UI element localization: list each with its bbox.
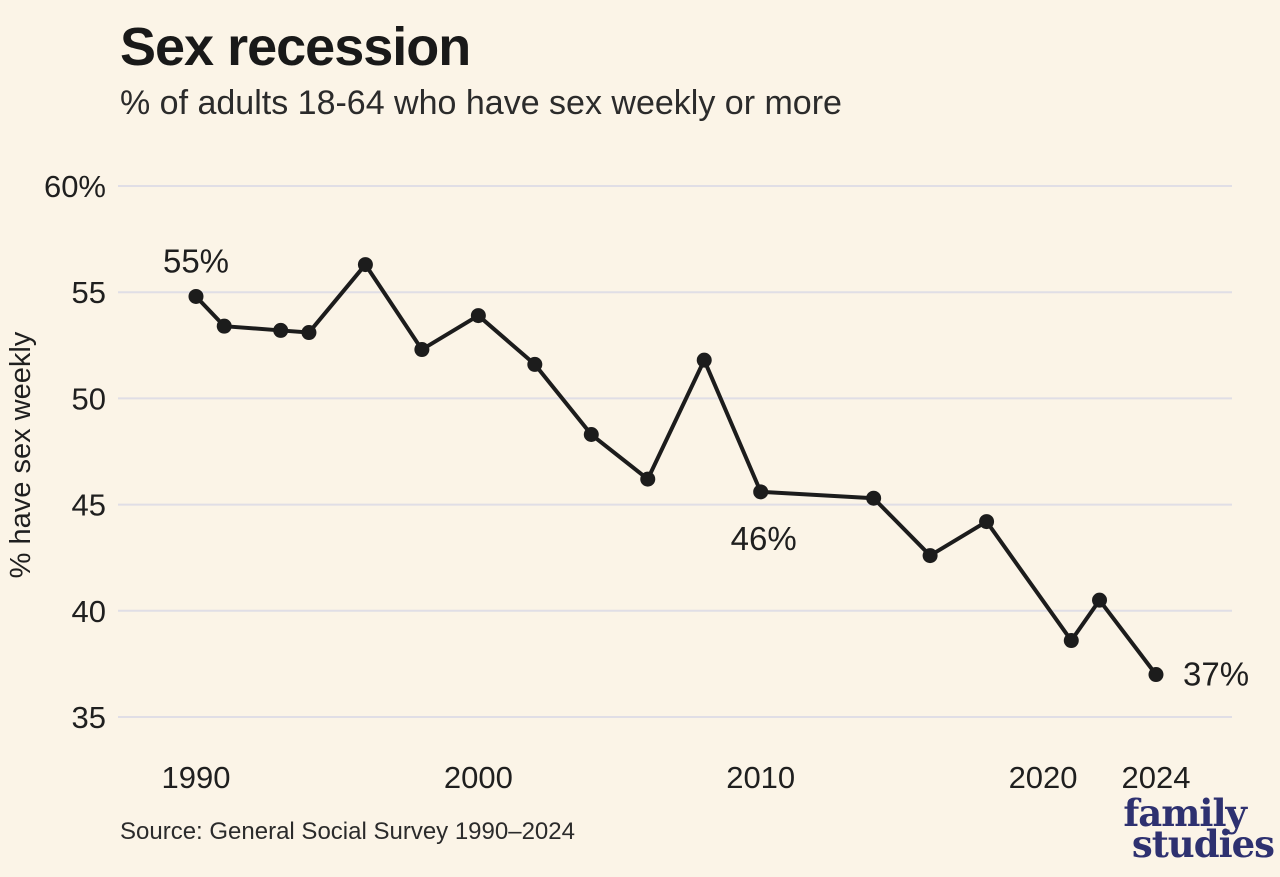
- x-tick-label: 2024: [1122, 760, 1191, 795]
- data-point: [188, 288, 204, 304]
- data-line: [194, 262, 1158, 677]
- y-tick-label: 50: [72, 381, 106, 416]
- data-point: [273, 322, 289, 338]
- y-tick-label: 60%: [44, 169, 106, 204]
- data-point: [922, 548, 938, 564]
- chart-title: Sex recession: [120, 17, 471, 77]
- x-tick-label: 1990: [162, 760, 231, 795]
- y-tick-label: 35: [72, 700, 106, 735]
- logo-word-studies: studies: [1131, 822, 1275, 866]
- source-note: Source: General Social Survey 1990–2024: [120, 818, 575, 845]
- family-studies-logo: family studies: [1123, 791, 1278, 866]
- chart-subtitle: % of adults 18-64 who have sex weekly or…: [120, 84, 842, 122]
- x-tick-label: 2010: [726, 760, 795, 795]
- data-point: [979, 514, 995, 530]
- data-point: [357, 257, 373, 273]
- point-annotation: 55%: [163, 242, 229, 279]
- y-tick-label: 55: [72, 275, 106, 310]
- y-axis-title: % have sex weekly: [5, 331, 37, 578]
- logo-word-family: family: [1123, 791, 1247, 835]
- data-point: [301, 325, 317, 341]
- data-point: [1148, 667, 1164, 683]
- data-point: [640, 471, 656, 487]
- data-point: [527, 356, 543, 372]
- data-point: [216, 318, 232, 334]
- x-tick-label: 2000: [444, 760, 513, 795]
- data-point: [696, 352, 712, 368]
- x-tick-label: 2020: [1009, 760, 1078, 795]
- data-point: [1092, 592, 1108, 608]
- point-annotation: 46%: [731, 520, 797, 557]
- data-point: [470, 308, 486, 324]
- data-point: [753, 484, 769, 500]
- data-point: [1063, 633, 1079, 649]
- y-tick-label: 45: [72, 488, 106, 523]
- data-point: [583, 427, 599, 443]
- data-point: [866, 490, 882, 506]
- data-point: [414, 342, 430, 358]
- point-annotation: 37%: [1183, 656, 1249, 693]
- y-tick-label: 40: [72, 594, 106, 629]
